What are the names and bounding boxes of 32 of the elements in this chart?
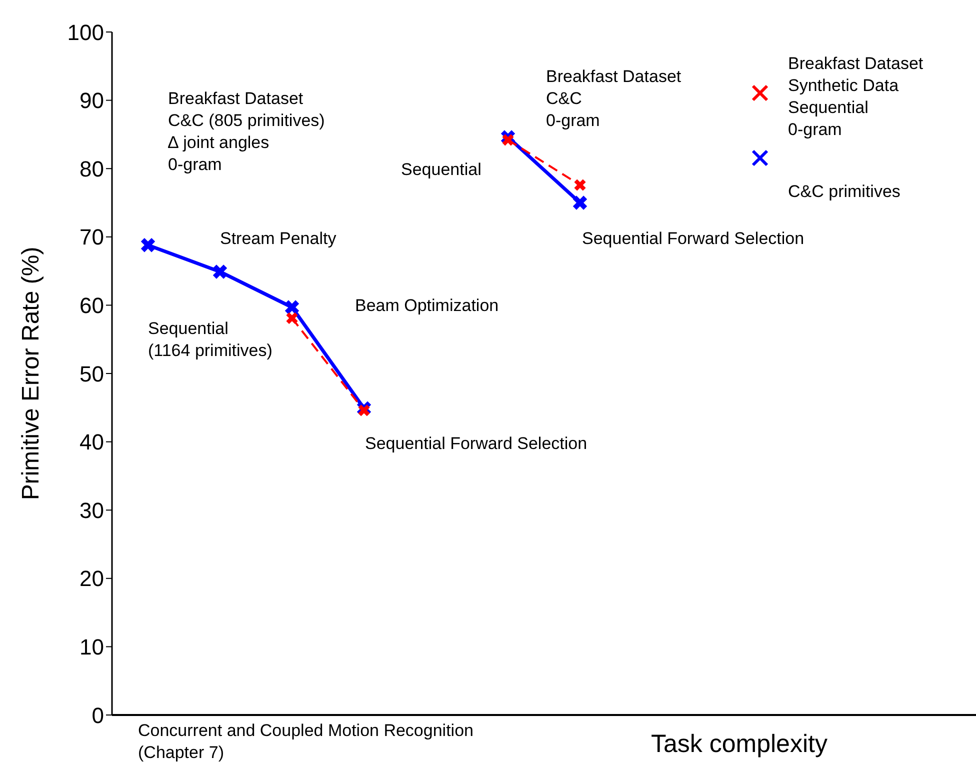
y-tick-label: 100 bbox=[67, 20, 104, 45]
y-tick-label: 10 bbox=[80, 634, 104, 660]
annotation: Breakfast Dataset C&C (805 primitives) ∆ joint angles 0-gram bbox=[168, 88, 325, 176]
annotation: Stream Penalty bbox=[220, 228, 336, 250]
annotation: Sequential (1164 primitives) bbox=[148, 318, 272, 362]
point bbox=[284, 300, 300, 314]
point bbox=[358, 404, 370, 416]
y-axis-title: Primitive Error Rate (%) bbox=[18, 246, 45, 500]
text: C&C primitives bbox=[788, 181, 900, 203]
text: Concurrent and Coupled Motion Recognition (Chapter 7) bbox=[138, 720, 474, 764]
point bbox=[572, 196, 588, 210]
annotation: Beam Optimization bbox=[355, 295, 499, 317]
y-tick-label: 50 bbox=[80, 361, 104, 386]
y-tick-label: 0 bbox=[92, 702, 104, 728]
point bbox=[212, 264, 228, 279]
y-tick-label: 20 bbox=[80, 566, 104, 592]
annotation: Breakfast Dataset C&C 0-gram bbox=[546, 66, 682, 132]
x-axis-title: Task complexity bbox=[651, 730, 828, 759]
y-tick-label: 60 bbox=[80, 293, 104, 318]
point bbox=[502, 134, 514, 146]
annotation: Sequential Forward Selection bbox=[582, 228, 804, 250]
point bbox=[286, 312, 298, 324]
point bbox=[574, 179, 586, 191]
y-tick-label: 90 bbox=[80, 88, 104, 114]
y-tick-label: 80 bbox=[80, 156, 104, 182]
annotation: Sequential Forward Selection bbox=[365, 433, 588, 455]
legend-label: Breakfast Dataset Synthetic Data Sequential 0-gram bbox=[788, 53, 924, 141]
annotation: Sequential bbox=[401, 159, 482, 181]
point bbox=[140, 238, 156, 252]
y-tick-label: 70 bbox=[80, 224, 104, 250]
y-tick-label: 40 bbox=[80, 430, 104, 455]
y-tick-label: 30 bbox=[80, 498, 104, 523]
